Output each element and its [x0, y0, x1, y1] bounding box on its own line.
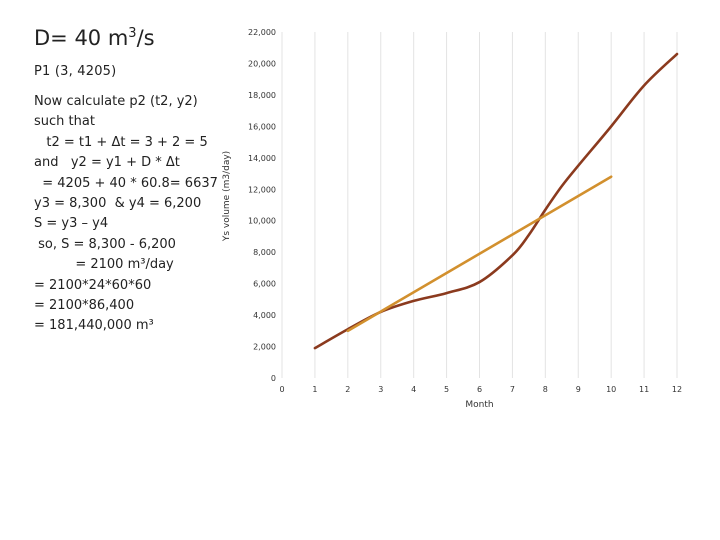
y-tick-label: 10,000	[248, 217, 276, 226]
x-tick-label: 7	[510, 385, 515, 394]
calc-line: and y2 = y1 + D * Δt	[34, 155, 180, 171]
y-axis-label: Ys volume (m3/day)	[222, 151, 232, 242]
y-tick-label: 18,000	[248, 91, 276, 100]
x-tick-label: 9	[576, 385, 581, 394]
y-tick-label: 20,000	[248, 59, 276, 68]
calc-line: = 2100 m³/day	[34, 257, 174, 273]
x-axis-label: Month	[465, 400, 493, 410]
title-tail: /s	[136, 26, 155, 50]
calc-line: = 181,440,000 m³	[34, 318, 154, 334]
x-tick-label: 5	[444, 385, 449, 394]
y-tick-label: 0	[271, 374, 276, 383]
x-tick-label: 1	[312, 385, 317, 394]
calc-line: = 2100*24*60*60	[34, 277, 152, 293]
x-tick-label: 3	[378, 385, 383, 394]
x-tick-label: 12	[672, 385, 682, 394]
calculation-text: Now calculate p2 (t2, y2) such that t2 = …	[34, 92, 224, 337]
y-tick-label: 8,000	[253, 248, 276, 257]
x-tick-label: 10	[606, 385, 616, 394]
slide-title: D= 40 m3/s	[34, 26, 155, 50]
calc-line: Now calculate p2 (t2, y2)	[34, 94, 198, 109]
calc-line: such that	[34, 114, 95, 130]
x-tick-label: 4	[411, 385, 416, 394]
calc-line: t2 = t1 + Δt = 3 + 2 = 5	[34, 134, 208, 150]
tangent-line	[346, 175, 613, 333]
x-tick-label: 6	[477, 385, 482, 394]
y-tick-label: 22,000	[248, 28, 276, 37]
calc-line: = 4205 + 40 * 60.8= 6637	[34, 175, 218, 191]
y-tick-label: 16,000	[248, 122, 276, 131]
x-tick-label: 0	[279, 385, 284, 394]
volume-curve	[313, 52, 679, 350]
x-tick-label: 8	[543, 385, 548, 394]
y-tick-label: 14,000	[248, 154, 276, 163]
x-tick-label: 2	[345, 385, 350, 394]
y-tick-label: 4,000	[253, 311, 276, 320]
title-superscript: 3	[128, 26, 137, 41]
calc-line: y3 = 8,300 & y4 = 6,200	[34, 196, 202, 212]
y-tick-label: 12,000	[248, 185, 276, 194]
title-main: D= 40 m	[34, 26, 129, 50]
point-p1: P1 (3, 4205)	[34, 64, 117, 79]
y-tick-label: 6,000	[253, 280, 276, 289]
y-tick-label: 2,000	[253, 343, 276, 352]
calc-line: = 2100*86,400	[34, 298, 135, 314]
x-tick-label: 11	[639, 385, 649, 394]
calc-line: S = y3 – y4	[34, 216, 109, 232]
calc-line: so, S = 8,300 - 6,200	[34, 236, 176, 252]
